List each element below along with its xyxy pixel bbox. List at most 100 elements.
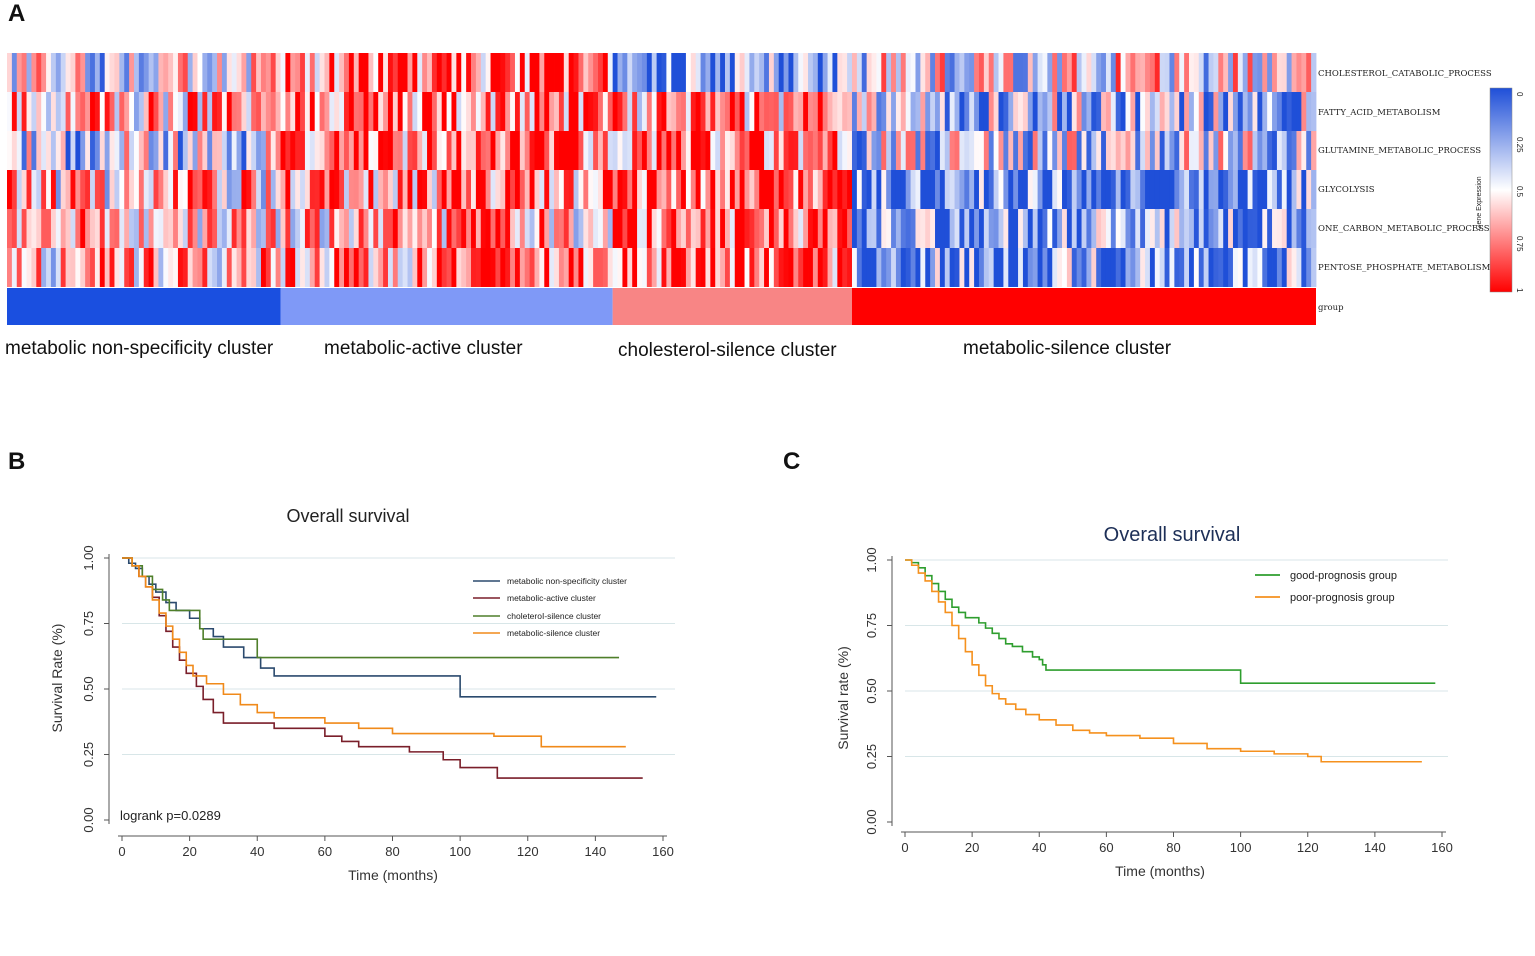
heatmap-cell xyxy=(314,131,320,170)
heatmap-cell xyxy=(983,92,990,131)
heatmap-cell xyxy=(602,170,609,209)
heatmap-cell xyxy=(500,248,506,287)
heatmap-cell xyxy=(55,131,62,170)
heatmap-cell xyxy=(1145,170,1151,209)
heatmap-cell xyxy=(339,209,345,248)
heatmap-cell xyxy=(959,92,965,131)
heatmap-cell xyxy=(280,248,286,287)
heatmap-cell xyxy=(275,170,281,209)
heatmap-cell xyxy=(549,53,555,92)
heatmap-cell xyxy=(651,170,658,209)
heatmap-cell xyxy=(974,131,980,170)
heatmap-cell xyxy=(422,248,428,287)
heatmap-cell xyxy=(598,209,604,248)
heatmap-cell xyxy=(1110,209,1117,248)
legend-label: choleteroI-silence cluster xyxy=(507,611,601,621)
heatmap-cell xyxy=(129,248,135,287)
heatmap-cell xyxy=(876,92,882,131)
heatmap-cell xyxy=(490,248,496,287)
heatmap-cell xyxy=(788,131,794,170)
heatmap-cell xyxy=(974,209,980,248)
heatmap-cell xyxy=(778,248,785,287)
heatmap-cell xyxy=(954,248,960,287)
heatmap-cell xyxy=(373,209,379,248)
heatmap-cell xyxy=(387,209,394,248)
heatmap-cell xyxy=(324,92,330,131)
heatmap-cell xyxy=(412,248,418,287)
heatmap-cell xyxy=(1018,248,1024,287)
heatmap-cell xyxy=(143,248,150,287)
heatmap-cell xyxy=(1276,248,1283,287)
heatmap-cell xyxy=(1140,248,1146,287)
heatmap-cell xyxy=(602,53,609,92)
heatmap-cell xyxy=(344,170,350,209)
heatmap-cell xyxy=(387,170,394,209)
heatmap-cell xyxy=(446,170,452,209)
heatmap-cell xyxy=(436,209,443,248)
heatmap-cell xyxy=(329,131,335,170)
heatmap-cell xyxy=(344,248,350,287)
heatmap-cell xyxy=(851,53,858,92)
heatmap-cell xyxy=(739,131,745,170)
heatmap-cell xyxy=(998,53,1004,92)
heatmap-cell xyxy=(314,53,320,92)
heatmap-cell xyxy=(163,170,169,209)
heatmap-cell xyxy=(910,248,916,287)
heatmap-cell xyxy=(11,53,18,92)
heatmap-cell xyxy=(812,248,819,287)
heatmap-cell xyxy=(808,209,814,248)
heatmap-cell xyxy=(558,92,565,131)
heatmap-cell xyxy=(895,209,902,248)
heatmap-cell xyxy=(895,131,902,170)
heatmap-cell xyxy=(16,53,23,92)
heatmap-cell xyxy=(1062,53,1068,92)
heatmap-cell xyxy=(554,53,560,92)
heatmap-cell xyxy=(847,53,853,92)
heatmap-cell xyxy=(260,170,267,209)
heatmap-cell xyxy=(1311,92,1317,131)
y-tick-label: 0.25 xyxy=(864,744,879,769)
heatmap-cell xyxy=(754,92,760,131)
heatmap-cell xyxy=(290,53,296,92)
heatmap-cell xyxy=(226,53,233,92)
heatmap-cell xyxy=(661,248,667,287)
heatmap-cell xyxy=(554,248,560,287)
heatmap-cell xyxy=(256,92,262,131)
logrank-annotation: logrank p=0.0289 xyxy=(120,808,221,823)
legend: good-prognosis group poor-prognosis grou… xyxy=(1255,570,1397,604)
heatmap-cell xyxy=(129,53,135,92)
heatmap-cell xyxy=(275,53,281,92)
heatmap-cell xyxy=(1169,92,1175,131)
heatmap-cell xyxy=(1057,248,1063,287)
km-plot-clusters: Overall survival 0.000.250.500.751.000 20… xyxy=(49,506,675,883)
heatmap-cell xyxy=(861,209,868,248)
heatmap-cell xyxy=(1052,92,1058,131)
heatmap-cell xyxy=(75,92,81,131)
heatmap-cell xyxy=(490,170,496,209)
heatmap-cell xyxy=(1179,92,1185,131)
heatmap-cell xyxy=(666,170,672,209)
heatmap-cell xyxy=(842,92,848,131)
heatmap-cell xyxy=(1267,170,1273,209)
heatmap-cell xyxy=(451,209,457,248)
heatmap-cell xyxy=(75,131,81,170)
heatmap-cell xyxy=(383,209,389,248)
cluster-label-non-specificity: metabolic non-specificity cluster xyxy=(5,338,274,359)
heatmap-cell xyxy=(1252,248,1258,287)
heatmap-cell xyxy=(1159,53,1165,92)
heatmap-cell xyxy=(422,209,428,248)
heatmap-cell xyxy=(104,53,110,92)
heatmap-cell xyxy=(168,170,174,209)
heatmap-cell xyxy=(168,131,174,170)
heatmap-cell xyxy=(1184,209,1190,248)
heatmap-cell xyxy=(275,248,281,287)
heatmap-cell xyxy=(177,92,184,131)
heatmap-cell xyxy=(886,248,892,287)
heatmap-cell xyxy=(41,248,47,287)
heatmap-cell xyxy=(339,170,345,209)
heatmap-cell xyxy=(602,92,609,131)
heatmap-cell xyxy=(607,248,614,287)
heatmap-cell xyxy=(353,209,360,248)
heatmap-cell xyxy=(612,209,618,248)
heatmap-cell xyxy=(861,170,868,209)
